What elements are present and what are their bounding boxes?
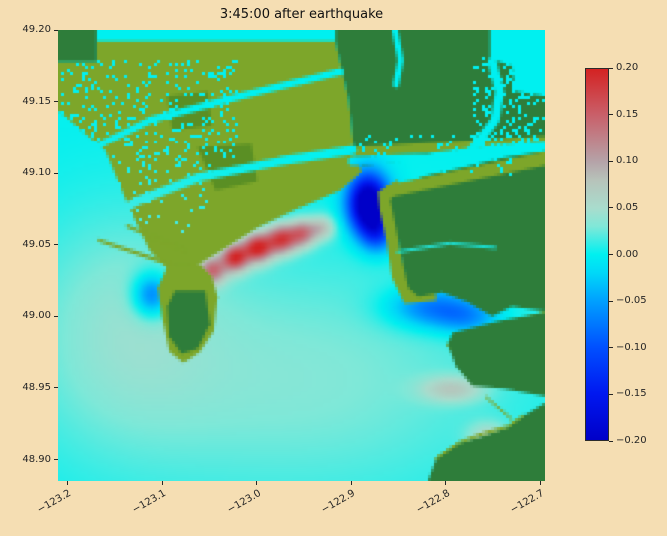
x-tick-label: −123.1 [130, 487, 169, 516]
x-tick-label: −122.9 [319, 487, 358, 516]
y-tick-label: 48.95 [22, 381, 51, 393]
colorbar-tick-label: −0.15 [616, 388, 647, 400]
x-tick-mark [256, 481, 258, 485]
x-tick-label: −123.0 [225, 487, 263, 516]
colorbar-tick-label: 0.20 [616, 62, 639, 73]
y-tick-label: 49.05 [22, 238, 51, 250]
colorbar-tick-label: 0.00 [616, 248, 639, 260]
colorbar-tick-label: 0.10 [616, 155, 639, 167]
y-tick-label: 49.20 [22, 24, 51, 35]
x-tick-mark [161, 481, 163, 485]
colorbar-tick-mark [609, 254, 613, 255]
colorbar-tick-mark [609, 300, 613, 302]
y-tick-label: 49.00 [22, 310, 51, 322]
x-tick-label: −123.2 [35, 487, 74, 516]
map-canvas [58, 30, 545, 481]
colorbar-tick-mark [609, 440, 613, 442]
colorbar-tick-mark [609, 114, 613, 116]
colorbar-tick-label: −0.20 [616, 435, 647, 446]
x-tick-label: −122.7 [508, 487, 547, 516]
x-tick-label: −122.8 [414, 487, 452, 516]
colorbar-tick-mark [609, 393, 613, 395]
x-tick-mark [66, 481, 68, 485]
x-tick-mark [539, 481, 541, 485]
colorbar-gradient [586, 69, 608, 440]
colorbar-tick-label: −0.05 [616, 295, 647, 307]
y-tick-label: 49.10 [22, 167, 51, 179]
x-tick-mark [350, 481, 352, 485]
colorbar-tick-label: 0.05 [616, 201, 639, 213]
colorbar-tick-mark [609, 67, 613, 69]
colorbar-tick-mark [609, 160, 613, 162]
y-tick-label: 48.90 [22, 453, 51, 465]
chart-title: 3:45:00 after earthquake [219, 7, 384, 22]
colorbar-tick-mark [609, 207, 613, 209]
colorbar [585, 68, 609, 441]
colorbar-tick-mark [609, 347, 613, 349]
y-tick-label: 49.15 [22, 95, 51, 107]
colorbar-tick-label: −0.10 [616, 341, 647, 353]
colorbar-tick-label: 0.15 [616, 108, 639, 120]
x-tick-mark [445, 481, 447, 485]
